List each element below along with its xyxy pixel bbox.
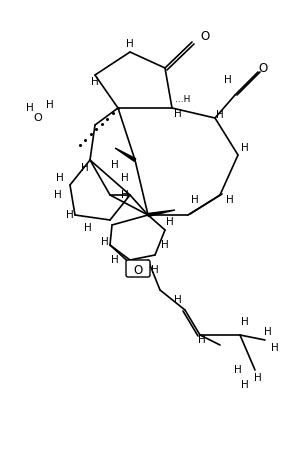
Text: H: H — [101, 237, 109, 247]
FancyBboxPatch shape — [126, 260, 150, 277]
Text: H: H — [84, 223, 92, 233]
Text: H: H — [126, 39, 134, 49]
Text: H: H — [174, 109, 182, 119]
Text: H: H — [174, 295, 182, 305]
Text: H: H — [226, 195, 234, 205]
Text: O: O — [200, 29, 210, 43]
Text: H: H — [121, 173, 129, 183]
Text: H: H — [224, 75, 232, 85]
Polygon shape — [148, 210, 175, 217]
Text: H: H — [81, 163, 89, 173]
Text: O: O — [34, 113, 42, 123]
Text: H: H — [26, 103, 34, 113]
Polygon shape — [115, 148, 136, 161]
Text: H: H — [198, 335, 206, 345]
Text: H: H — [264, 327, 272, 337]
Text: O: O — [133, 263, 142, 277]
Text: H: H — [111, 160, 119, 170]
Text: H: H — [191, 195, 199, 205]
Text: O: O — [134, 263, 142, 273]
Text: H: H — [241, 143, 249, 153]
Text: H: H — [234, 365, 242, 375]
Text: H: H — [66, 210, 74, 220]
Text: H: H — [241, 317, 249, 327]
Text: H: H — [54, 190, 62, 200]
Text: H: H — [254, 373, 262, 383]
Text: H: H — [46, 100, 54, 110]
Text: H: H — [216, 110, 224, 120]
Text: H: H — [241, 380, 249, 390]
Text: ...H: ...H — [175, 95, 190, 104]
Text: O: O — [258, 61, 268, 74]
Text: H: H — [121, 190, 129, 200]
Text: H: H — [166, 217, 174, 227]
Text: H: H — [161, 240, 169, 250]
Text: H: H — [91, 77, 99, 87]
Text: H: H — [56, 173, 64, 183]
Text: H: H — [111, 255, 119, 265]
Text: H: H — [151, 265, 159, 275]
Text: H: H — [271, 343, 279, 353]
